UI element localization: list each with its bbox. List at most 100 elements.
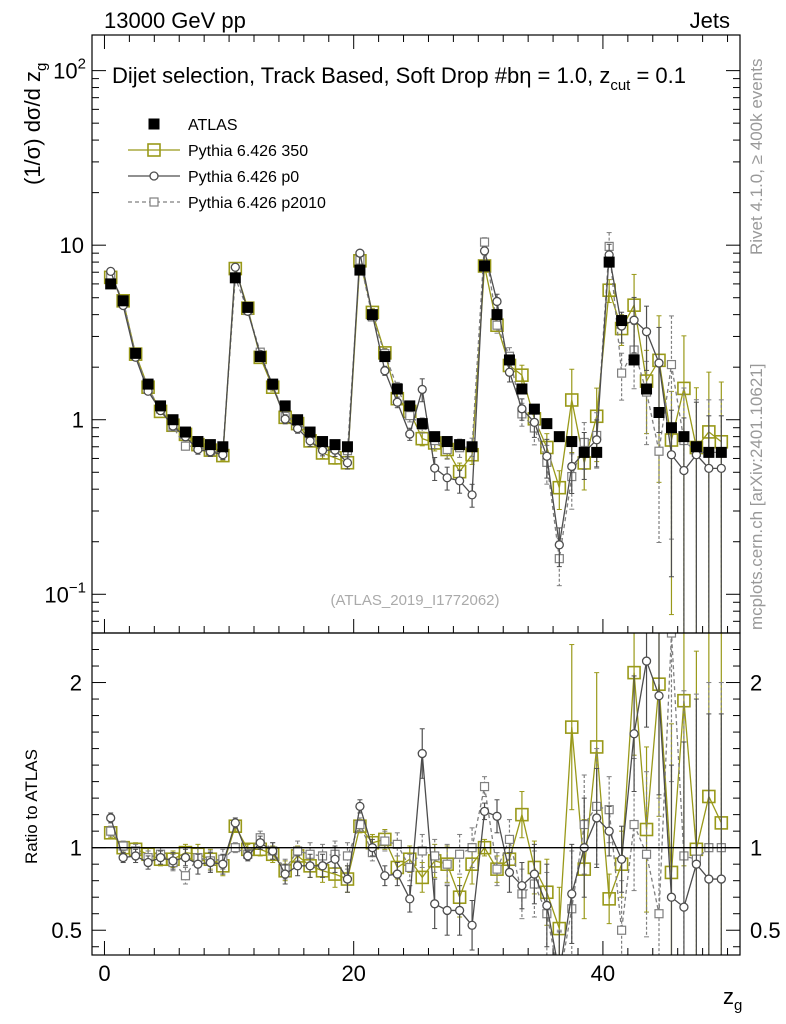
atlas-point — [703, 446, 715, 458]
atlas-point — [317, 436, 329, 448]
legend-marker-atlas — [148, 118, 160, 130]
pythia-6-426-350-point — [415, 870, 430, 885]
legend-marker-pythia-6-426-p0 — [149, 171, 159, 181]
atlas-point — [292, 414, 304, 426]
pythia-6-426-p0-point — [355, 801, 365, 812]
atlas-point — [528, 403, 540, 415]
pythia-6-426-p0-point — [504, 867, 515, 878]
legend-marker-pythia-6-426-350 — [147, 143, 161, 157]
pythia-6-426-350-line — [110, 672, 722, 929]
pythia-6-426-p2010-point — [629, 819, 639, 830]
atlas-point — [267, 378, 279, 390]
pythia-6-426-p0-point — [380, 366, 390, 376]
atlas-point — [466, 441, 478, 453]
pythia-6-426-p2010-point — [405, 410, 415, 421]
pythia-6-426-350-point — [564, 393, 579, 407]
atlas-point — [242, 301, 254, 313]
pythia-6-426-p2010-point — [617, 368, 627, 378]
pythia-6-426-p0-point — [629, 729, 639, 739]
ratio-panel: 0.5 0.5 1 1 2 2 — [51, 633, 781, 984]
pythia-6-426-p0-point — [268, 846, 278, 856]
pythia-6-426-p2010-point — [392, 839, 402, 849]
pythia-6-426-p0-point — [292, 423, 303, 434]
pythia-6-426-p2010-point — [555, 976, 563, 984]
pythia-6-426-p0-point — [529, 869, 540, 879]
legend-label-pythia-6-426-350: Pythia 6.426 350 — [188, 143, 308, 160]
pythia-6-426-p0-point — [679, 902, 689, 912]
pythia-6-426-p0-point — [430, 899, 440, 909]
pythia-6-426-p0-point — [442, 473, 452, 483]
pythia-6-426-p0-point — [679, 465, 689, 476]
atlas-point — [341, 441, 353, 453]
pythia-6-426-p0-point — [479, 246, 490, 256]
legend-marker-pythia-6-426-p2010 — [149, 197, 159, 207]
y-tick-label: 10−1 — [44, 579, 86, 607]
atlas-point — [715, 446, 727, 458]
pythia-6-426-p2010-point — [666, 633, 677, 638]
atlas-point — [491, 309, 503, 321]
rivet-label: Rivet 4.1.0, ≥ 400k events — [747, 59, 766, 255]
pythia-6-426-p0-point — [592, 813, 602, 823]
main-y-axis-subscript: g — [33, 63, 50, 71]
pythia-6-426-p2010-point — [180, 441, 191, 451]
pythia-6-426-p0-point — [492, 811, 502, 821]
pythia-6-426-p0-point — [691, 859, 702, 869]
pythia-6-426-p0-point — [554, 540, 564, 550]
svg-text:Dijet selection, Track Based,: Dijet selection, Track Based, Soft Drop … — [112, 63, 686, 94]
atlas-point — [616, 315, 628, 327]
x-tick-label: 0 — [98, 961, 110, 986]
legend-label-pythia-6-426-p0: Pythia 6.426 p0 — [188, 169, 299, 186]
ratio-tick-label: 2 — [70, 671, 82, 696]
x-axis-subscript: g — [734, 997, 742, 1014]
pythia-6-426-p2010-point — [355, 819, 365, 830]
pythia-6-426-p0-point — [454, 905, 465, 916]
pythia-6-426-350-point — [515, 807, 529, 822]
atlas-point — [653, 407, 665, 419]
pythia-6-426-p0-point — [542, 900, 552, 911]
pythia-6-426-p0-point — [467, 920, 477, 930]
title-cut: η = 1.0, z — [519, 63, 610, 88]
pythia-6-426-p0-point — [629, 315, 639, 325]
pythia-6-426-p0-point — [292, 861, 303, 871]
atlas-point — [167, 414, 179, 426]
svg-text:(1/σ) dσ/d zg: (1/σ) dσ/d zg — [20, 63, 50, 185]
x-tick-label: 40 — [591, 961, 615, 986]
pythia-6-426-350-point — [552, 480, 567, 495]
pythia-6-426-p0-point — [106, 266, 116, 277]
pythia-6-426-p0-point — [317, 861, 328, 871]
energy-label: 13000 GeV pp — [104, 8, 246, 33]
pythia-6-426-p2010-point — [405, 862, 415, 873]
pythia-6-426-p2010-line — [110, 242, 722, 559]
pythia-6-426-p0-point — [355, 248, 365, 258]
pythia-6-426-p0-point — [567, 461, 577, 472]
pythia-6-426-p0-point — [130, 851, 141, 861]
atlas-point — [354, 264, 366, 276]
pythia-6-426-p0-point — [592, 435, 602, 445]
pythia-6-426-p0-point — [504, 367, 515, 377]
ratio-y-axis-label: Ratio to ATLAS — [22, 749, 41, 864]
main-panel: 102 10 1 10−1 0 20 40 — [44, 35, 740, 986]
pythia-6-426-p2010-point — [479, 237, 490, 247]
pythia-6-426-p0-point — [118, 852, 128, 863]
pythia-6-426-p2010-point — [479, 781, 490, 792]
x-tick-label: 20 — [341, 961, 365, 986]
pythia-6-426-p0-point — [405, 894, 415, 904]
ratio-tick-label: 0.5 — [51, 918, 82, 943]
ratio-tick-label-right: 1 — [750, 836, 762, 861]
pythia-6-426-p0-point — [604, 826, 614, 836]
atlas-point — [254, 351, 266, 363]
atlas-point — [503, 354, 515, 366]
pythia-6-426-p0-point — [392, 397, 402, 407]
x-axis-title: zg — [723, 984, 742, 1014]
pythia-6-426-p0-point — [155, 852, 166, 863]
pythia-6-426-p0-point — [230, 262, 240, 272]
pythia-6-426-350-point — [602, 892, 616, 906]
atlas-point — [142, 378, 154, 390]
pythia-6-426-p2010-point — [293, 846, 303, 856]
pythia-6-426-350-point — [515, 368, 529, 382]
pythia-6-426-p0-point — [666, 450, 677, 460]
pythia-6-426-p0-point — [542, 451, 552, 461]
main-y-axis-label: (1/σ) dσ/d z — [20, 71, 45, 185]
pythia-6-426-p0-point — [417, 384, 427, 395]
pythia-6-426-p0-point — [317, 445, 328, 456]
